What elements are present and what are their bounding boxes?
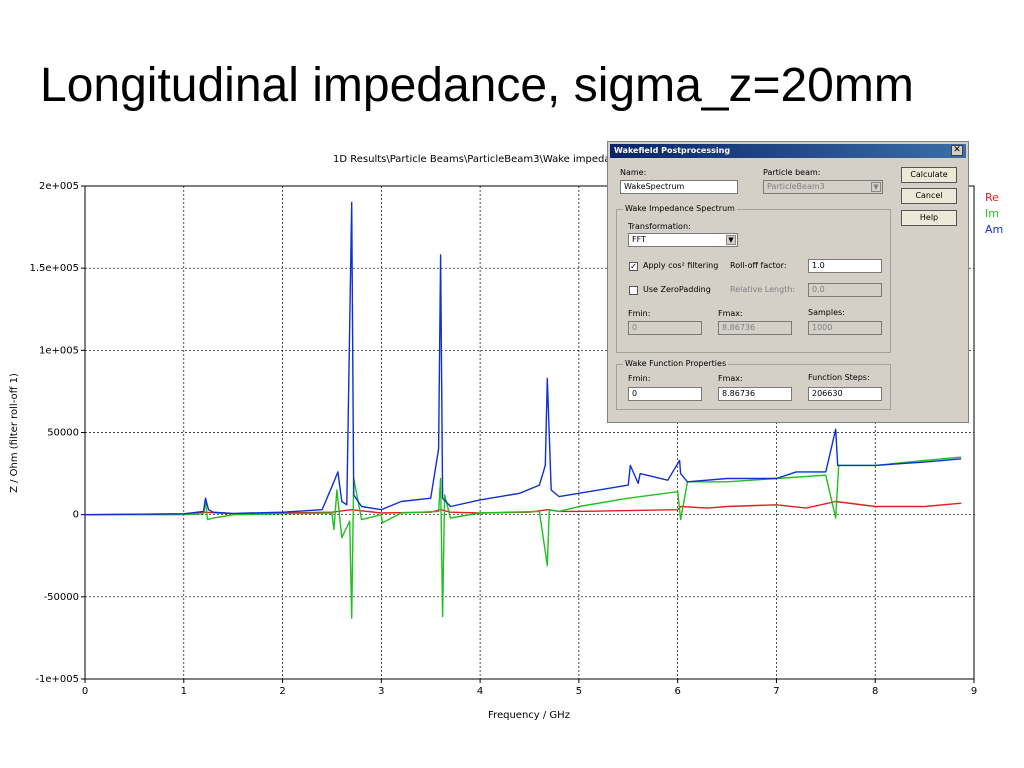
fmin-input[interactable]: 0 (628, 321, 702, 335)
dialog-title: Wakefield Postprocessing (614, 146, 731, 155)
y-tick-label: 2e+005 (39, 181, 79, 192)
x-tick-label: 4 (477, 686, 483, 697)
y-tick-label: 1e+005 (39, 345, 79, 356)
wake-function-group: Wake Function Properties (616, 359, 891, 410)
zeropadding-checkbox[interactable] (629, 286, 638, 295)
slide-title: Longitudinal impedance, sigma_z=20mm (40, 59, 914, 112)
x-tick-label: 3 (378, 686, 384, 697)
close-icon[interactable]: ✕ (951, 145, 963, 156)
x-tick-label: 6 (674, 686, 680, 697)
legend-entry-re: Re (985, 191, 999, 204)
particle-beam-label: Particle beam: (763, 168, 821, 177)
relative-length-label: Relative Length: (730, 285, 796, 294)
series-line-am (84, 201, 962, 516)
help-button[interactable]: Help (901, 210, 957, 226)
rolloff-label: Roll-off factor: (730, 261, 787, 270)
plot-header: 1D Results\Particle Beams\ParticleBeam3\… (333, 154, 611, 165)
dialog-title-bar: Wakefield Postprocessing ✕ (610, 144, 966, 158)
name-input[interactable]: WakeSpectrum (620, 180, 738, 194)
zeropadding-label: Use ZeroPadding (643, 285, 711, 294)
wf-fmax-label: Fmax: (718, 374, 743, 383)
legend: Re Im Am (985, 191, 1003, 236)
fmax-input[interactable]: 8.86736 (718, 321, 792, 335)
series-group (84, 201, 962, 619)
wake-function-group-title: Wake Function Properties (623, 359, 729, 369)
x-tick-label: 1 (181, 686, 187, 697)
y-tick-label: -1e+005 (35, 674, 79, 685)
cancel-button[interactable]: Cancel (901, 188, 957, 204)
rolloff-input[interactable]: 1.0 (808, 259, 882, 273)
apply-cos-checkbox[interactable]: ✓ (629, 262, 638, 271)
wf-steps-input[interactable]: 206630 (808, 387, 882, 401)
y-tick-label: -50000 (44, 592, 79, 603)
fmax-label: Fmax: (718, 309, 743, 318)
particle-beam-select[interactable]: ParticleBeam3 ▼ (763, 180, 883, 194)
y-tick-label: 0 (73, 510, 79, 521)
wf-steps-label: Function Steps: (808, 373, 870, 382)
series-line-im (85, 456, 962, 619)
fmin-label: Fmin: (628, 309, 651, 318)
legend-entry-am: Am (985, 223, 1003, 236)
apply-cos-label: Apply cos² filtering (643, 261, 719, 270)
legend-entry-im: Im (985, 207, 999, 220)
samples-label: Samples: (808, 308, 845, 317)
axis-ticks: 0 1 2 3 4 5 6 7 8 9 2e+005 1.5e+005 1e+005 50000 0 -500… (29, 181, 977, 697)
series-line-re (84, 500, 962, 516)
wake-impedance-group: Wake Impedance Spectrum (616, 204, 891, 353)
relative-length-input[interactable]: 0.0 (808, 283, 882, 297)
particle-beam-value: ParticleBeam3 (767, 182, 825, 191)
x-axis-label: Frequency / GHz (488, 710, 570, 721)
x-tick-label: 7 (773, 686, 779, 697)
wake-impedance-group-title: Wake Impedance Spectrum (623, 204, 737, 214)
wf-fmax-input[interactable]: 8.86736 (718, 387, 792, 401)
y-tick-label: 1.5e+005 (29, 263, 79, 274)
wf-fmin-label: Fmin: (628, 374, 651, 383)
y-axis-label: Z / Ohm (filter roll-off 1) (9, 373, 20, 493)
calculate-button[interactable]: Calculate (901, 167, 957, 183)
x-tick-label: 0 (82, 686, 88, 697)
transformation-value: FFT (632, 235, 646, 244)
transformation-label: Transformation: (628, 222, 691, 231)
chevron-down-icon[interactable]: ▼ (726, 235, 736, 245)
x-tick-label: 5 (576, 686, 582, 697)
chevron-down-icon[interactable]: ▼ (871, 182, 881, 192)
name-label: Name: (620, 168, 647, 177)
wf-fmin-input[interactable]: 0 (628, 387, 702, 401)
y-tick-label: 50000 (47, 428, 79, 439)
x-tick-label: 9 (971, 686, 977, 697)
samples-input[interactable]: 1000 (808, 321, 882, 335)
x-tick-label: 2 (279, 686, 285, 697)
x-tick-label: 8 (872, 686, 878, 697)
transformation-select[interactable]: FFT ▼ (628, 233, 738, 247)
wakefield-dialog: Wakefield Postprocessing ✕ Name: WakeSpe… (607, 141, 969, 423)
